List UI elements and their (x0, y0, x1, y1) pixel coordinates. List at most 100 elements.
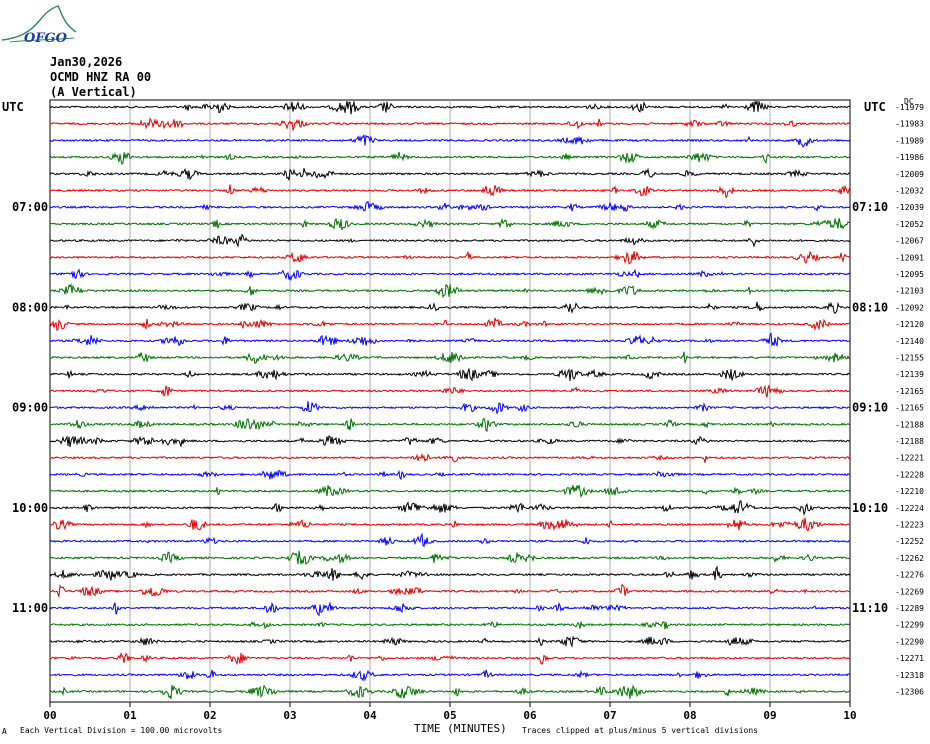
trace-line (49, 217, 851, 231)
trace-line (49, 167, 851, 181)
trace-line (49, 250, 851, 265)
trace-line (49, 268, 851, 282)
trace-line (49, 317, 851, 332)
trace-line (49, 134, 851, 148)
dc-offset-label: -12067 (895, 237, 924, 246)
dc-offset-label: -11979 (895, 103, 924, 112)
trace-line (49, 484, 851, 498)
x-tick-label: 00 (43, 709, 56, 722)
trace-line (49, 652, 851, 666)
trace-line (49, 233, 851, 248)
dc-offset-label: -12139 (895, 370, 924, 379)
x-tick-label: 02 (203, 709, 216, 722)
trace-line (49, 550, 851, 566)
dc-offset-label: -12271 (895, 654, 924, 663)
dc-offset-label: -12221 (895, 454, 924, 463)
dc-offset-label: -11983 (895, 120, 924, 129)
dc-offset-label: -12103 (895, 287, 924, 296)
trace-line (49, 417, 851, 433)
trace-line (49, 517, 851, 532)
left-time-label: 08:00 (12, 300, 48, 314)
dc-offset-label: -12306 (895, 688, 924, 697)
trace-line (49, 151, 851, 166)
dc-offset-label: -12091 (895, 253, 924, 262)
right-time-label: 11:10 (852, 601, 888, 615)
dc-offset-label: -11986 (895, 153, 924, 162)
trace-line (49, 117, 851, 132)
dc-offset-label: -12224 (895, 504, 924, 513)
dc-offset-label: -12318 (895, 671, 924, 680)
trace-line (49, 435, 851, 448)
x-tick-label: 04 (363, 709, 377, 722)
dc-offset-label: -12210 (895, 487, 924, 496)
x-tick-label: 03 (283, 709, 296, 722)
dc-offset-label: -12228 (895, 470, 924, 479)
dc-offset-label: -12276 (895, 571, 924, 580)
trace-line (49, 200, 851, 212)
dc-offset-label: -11989 (895, 136, 924, 145)
logo-mountain-icon (1, 5, 77, 41)
dc-offset-label: -12052 (895, 220, 924, 229)
trace-line (49, 583, 851, 599)
trace-line (49, 99, 851, 115)
dc-offset-label: -12299 (895, 621, 924, 630)
dc-offset-label: -12140 (895, 337, 924, 346)
trace-line (49, 532, 851, 548)
dc-offset-label: -12092 (895, 303, 924, 312)
dc-offset-label: -12269 (895, 587, 924, 596)
component-label: (A Vertical) (50, 85, 137, 99)
x-tick-label: 09 (763, 709, 776, 722)
left-time-label: 11:00 (12, 601, 48, 615)
dc-offset-label: -12165 (895, 404, 924, 413)
left-time-label: 07:00 (12, 200, 48, 214)
dc-offset-label: -12032 (895, 187, 924, 196)
dc-offset-label: -12188 (895, 420, 924, 429)
utc-left-label: UTC (2, 100, 24, 114)
dc-offset-label: -12095 (895, 270, 924, 279)
dc-offset-label: -12009 (895, 170, 924, 179)
right-time-label: 07:10 (852, 200, 888, 214)
logo-text: OFGO (24, 31, 68, 46)
x-tick-label: 10 (843, 709, 856, 722)
x-tick-label: 07 (603, 709, 616, 722)
dc-offset-label: -12155 (895, 354, 924, 363)
scale-note: Each Vertical Division = 100.00 microvol… (20, 726, 223, 735)
dc-header: DC (904, 97, 914, 106)
trace-line (50, 384, 851, 398)
station-name: OCMD HNZ RA 00 (50, 70, 152, 84)
trace-line (49, 636, 851, 648)
trace-line (49, 282, 851, 299)
x-tick-label: 06 (523, 709, 537, 722)
x-tick-label: 05 (443, 709, 456, 722)
utc-right-label: UTC (864, 100, 886, 114)
clip-note: Traces clipped at plus/minus 5 vertical … (522, 726, 759, 735)
trace-line (49, 452, 851, 463)
right-time-label: 08:10 (852, 300, 888, 314)
ofgo-logo: OFGO (1, 5, 77, 46)
left-time-label: 10:00 (12, 501, 48, 515)
right-time-label: 09:10 (852, 401, 888, 415)
x-tick-label: 08 (683, 709, 696, 722)
record-date: Jan30,2026 (50, 55, 123, 69)
trace-line (49, 469, 851, 481)
dc-offset-label: -12188 (895, 437, 924, 446)
dc-offset-label: -12290 (895, 637, 924, 646)
footer-mark: A (2, 727, 7, 736)
trace-line (49, 401, 851, 415)
trace-line (49, 500, 851, 517)
dc-offset-label: -12120 (895, 320, 924, 329)
dc-offset-label: -12262 (895, 554, 924, 563)
trace-line (49, 684, 851, 700)
dc-offset-label: -12289 (895, 604, 924, 613)
trace-line (49, 601, 851, 617)
trace-line (49, 184, 851, 199)
trace-line (49, 368, 851, 382)
trace-line (49, 351, 851, 364)
trace-line (49, 620, 851, 630)
trace-line (49, 565, 851, 581)
right-time-label: 10:10 (852, 501, 888, 515)
x-axis-title: TIME (MINUTES) (414, 722, 507, 735)
dc-offset-label: -12223 (895, 521, 924, 530)
trace-line (49, 301, 851, 315)
